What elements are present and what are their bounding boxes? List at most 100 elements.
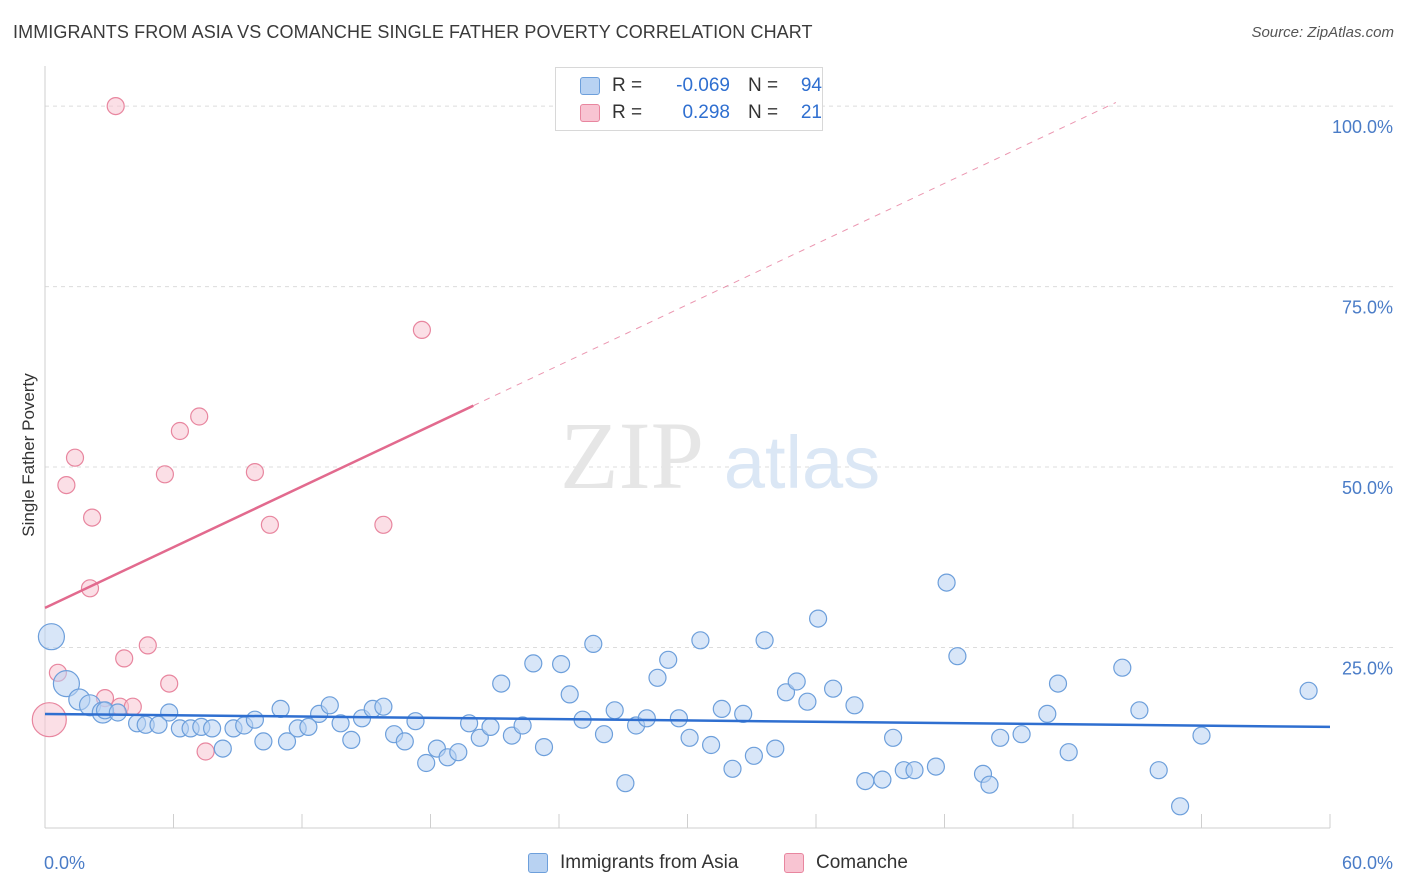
asia-point <box>755 631 774 650</box>
asia-point <box>798 692 817 711</box>
r-label: R = <box>612 102 643 123</box>
tick-labels: 25.0% 50.0% 75.0% 100.0% 0.0% 60.0% <box>44 117 1393 873</box>
asia-point <box>470 728 489 747</box>
comanche-swatch <box>580 104 600 122</box>
asia-point <box>1038 704 1057 724</box>
asia-point <box>637 709 656 728</box>
comanche-point <box>190 407 209 426</box>
asia-point <box>926 757 946 776</box>
asia-point <box>254 732 273 751</box>
asia-point <box>605 701 624 720</box>
axes <box>44 66 1331 829</box>
asia-point <box>342 730 361 750</box>
asia-point <box>551 654 571 674</box>
asia-point <box>734 704 753 724</box>
asia-swatch <box>580 77 600 95</box>
comanche-point <box>138 636 157 655</box>
legend-label-asia: Immigrants from Asia <box>560 852 739 873</box>
asia-point <box>905 761 924 780</box>
legend-row-comanche: R = 0.298 N = 21 <box>580 101 822 125</box>
series-immigrants-from-asia <box>37 573 1318 816</box>
comanche-point <box>65 448 85 467</box>
asia-point <box>669 709 689 728</box>
n-label: N = <box>748 102 779 123</box>
asia-point <box>980 775 999 794</box>
asia-point <box>1012 725 1031 744</box>
comanche-point <box>160 674 179 693</box>
comanche-point <box>115 649 134 668</box>
asia-point <box>616 774 635 793</box>
asia-point <box>320 696 339 715</box>
asia-point <box>213 739 232 758</box>
asia-point <box>37 623 66 651</box>
watermark-atlas: atlas <box>724 421 880 504</box>
y-tick-label: 25.0% <box>1342 659 1393 679</box>
asia-point <box>937 573 956 592</box>
asia-point <box>659 650 678 669</box>
watermark-zip: ZIP <box>560 402 704 509</box>
legend-row-asia: R = -0.069 N = 94 <box>580 74 822 98</box>
comanche-trend-line <box>44 404 474 609</box>
asia-point <box>492 674 511 693</box>
asia-point <box>449 743 468 762</box>
asia-point <box>648 668 667 687</box>
chart-title: IMMIGRANTS FROM ASIA VS COMANCHE SINGLE … <box>13 22 813 42</box>
series-legend: Immigrants from Asia Comanche <box>0 852 1406 878</box>
asia-point <box>845 696 864 715</box>
asia-point <box>787 672 806 691</box>
asia-point <box>524 654 543 673</box>
comanche-legend-swatch <box>784 853 804 873</box>
y-tick-label: 50.0% <box>1342 478 1393 498</box>
r-value: -0.069 <box>676 75 730 96</box>
asia-point <box>1299 681 1318 700</box>
asia-point <box>277 732 297 751</box>
correlation-legend: R = -0.069 N = 94 R = 0.298 N = 21 <box>555 67 823 131</box>
asia-trend-line <box>44 712 1331 729</box>
asia-point <box>594 725 614 744</box>
legend-item-comanche: Comanche <box>784 852 908 874</box>
asia-point <box>481 717 500 737</box>
grid <box>45 105 1395 649</box>
asia-point <box>1149 761 1168 780</box>
comanche-trend-extension <box>473 102 1117 407</box>
asia-point <box>1113 658 1132 677</box>
y-tick-label: 100.0% <box>1332 117 1393 137</box>
asia-point <box>823 679 843 698</box>
asia-point <box>808 609 828 628</box>
asia-point <box>534 737 554 757</box>
asia-point <box>245 710 264 729</box>
comanche-point <box>412 320 431 339</box>
asia-point <box>299 717 318 737</box>
asia-point <box>883 728 903 747</box>
comanche-point <box>155 465 174 484</box>
asia-point <box>417 753 436 773</box>
asia-point <box>160 703 179 722</box>
asia-legend-swatch <box>528 853 548 873</box>
series-comanche <box>31 96 431 761</box>
x-tick-label: 60.0% <box>1342 853 1393 873</box>
legend-label-comanche: Comanche <box>816 852 908 873</box>
asia-point <box>513 716 532 735</box>
n-value: 94 <box>800 75 822 96</box>
asia-point <box>680 728 699 747</box>
x-tick-label: 0.0% <box>44 853 85 873</box>
comanche-point <box>245 463 264 482</box>
asia-point <box>1192 726 1211 745</box>
comanche-point <box>196 742 215 761</box>
n-value: 21 <box>800 102 822 123</box>
comanche-point <box>374 515 393 534</box>
asia-point <box>991 728 1010 747</box>
asia-point <box>691 631 710 650</box>
comanche-point <box>106 96 125 116</box>
asia-point <box>560 685 579 704</box>
asia-point <box>1130 701 1149 720</box>
asia-point <box>1059 743 1078 762</box>
asia-point <box>374 697 393 716</box>
asia-point <box>701 735 721 755</box>
asia-point <box>712 699 731 719</box>
asia-point <box>856 771 875 791</box>
asia-point <box>744 746 764 765</box>
n-label: N = <box>748 75 779 96</box>
asia-point <box>948 647 967 666</box>
